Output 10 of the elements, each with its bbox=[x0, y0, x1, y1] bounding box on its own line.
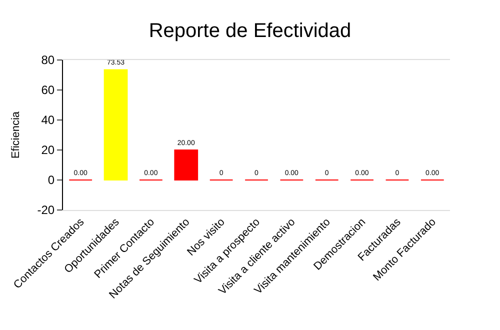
y-tick-label: 20 bbox=[41, 143, 55, 158]
bar bbox=[104, 69, 128, 180]
y-tick-label: -20 bbox=[37, 203, 55, 218]
y-tick-label: 0 bbox=[48, 173, 55, 188]
chart-title: Reporte de Efectividad bbox=[148, 20, 352, 42]
y-tick-label: 60 bbox=[41, 83, 55, 98]
y-tick-label: 40 bbox=[41, 113, 55, 128]
y-axis-title: Eficiencia bbox=[10, 110, 22, 159]
bar bbox=[174, 150, 198, 180]
y-tick-label: 80 bbox=[41, 53, 55, 68]
